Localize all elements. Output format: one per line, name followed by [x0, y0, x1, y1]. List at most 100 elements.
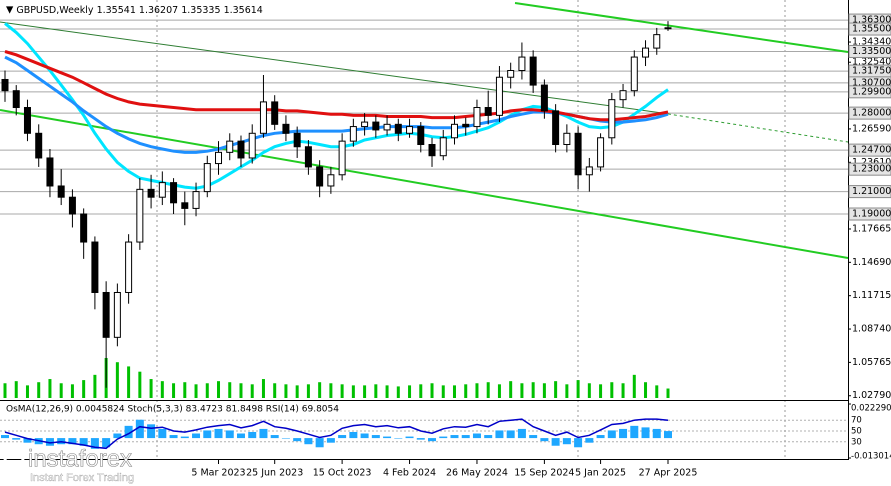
level-label: 1.31750 [852, 66, 891, 77]
y-tick-label: 1.17665 [852, 223, 891, 234]
candle-body [170, 182, 178, 204]
candle-body [12, 90, 20, 109]
osma-bar [472, 433, 481, 439]
osma-bar [574, 438, 583, 448]
level-label: 1.24700 [852, 145, 891, 156]
volume-bar [419, 384, 423, 398]
candle-body [585, 166, 593, 176]
volume-bar [37, 382, 41, 398]
volume-bar [374, 384, 378, 398]
osma-bar [405, 436, 414, 439]
volume-bar [452, 385, 456, 398]
candle-body [473, 107, 481, 128]
volume-bar [329, 383, 333, 398]
volume-bar [205, 383, 209, 398]
osma-bar [562, 438, 571, 445]
level-label: 1.36300 [852, 15, 891, 26]
level-label-box [848, 22, 891, 36]
candle-body [495, 76, 503, 116]
candle-body [102, 291, 110, 338]
candle-body [406, 126, 414, 134]
candle-body [417, 126, 425, 146]
volume-bar [464, 384, 468, 398]
candle-body [147, 188, 155, 198]
candle-body [1, 78, 9, 92]
osma-bar [439, 436, 448, 439]
osma-bar [664, 431, 672, 439]
candle-body [259, 101, 267, 134]
volume-bar [172, 383, 176, 398]
candle-body [507, 70, 515, 78]
logo-mark [3, 450, 25, 472]
osma-bar [383, 436, 392, 439]
osma-bar [304, 438, 313, 445]
x-tick-label: 5 Jan 2025 [575, 468, 626, 479]
osma-bar [450, 435, 459, 439]
osma-bar [1, 435, 9, 439]
candle-body [529, 56, 537, 86]
level-label: 1.30700 [852, 77, 891, 88]
y-tick-label: 1.23610 [852, 157, 891, 168]
volume-bar [59, 383, 63, 398]
osma-bar [484, 435, 493, 439]
osma-bar [315, 438, 324, 448]
candle-body [46, 157, 54, 187]
candle-body [271, 101, 279, 125]
volume-bar [408, 385, 412, 398]
low: 1.35335 [181, 5, 220, 16]
candle-body [563, 132, 571, 146]
candle-body [304, 146, 312, 168]
volume-bar [70, 384, 74, 398]
logo-text: instaforex [28, 445, 132, 472]
volume-bar [48, 379, 52, 398]
candle-body [91, 241, 99, 293]
level-label: 1.21000 [852, 186, 891, 197]
candle-body [35, 132, 43, 159]
volume-bar [385, 385, 389, 398]
candle-body [192, 191, 200, 209]
level-label: 1.35500 [852, 24, 891, 35]
volume-bar [587, 383, 591, 398]
volume-bar [295, 385, 299, 398]
candle-body [540, 84, 548, 112]
candle-body [349, 126, 357, 142]
volume-bar [363, 385, 367, 398]
volume-bar [509, 381, 513, 398]
candle-body [574, 132, 582, 176]
trend-line [0, 21, 663, 114]
osma-bar [394, 438, 403, 439]
candle-body [226, 140, 234, 153]
y-tick-label: 1.08740 [852, 324, 891, 335]
candle-body [23, 107, 31, 134]
osma-bar [551, 438, 560, 446]
candle-body [518, 56, 526, 72]
volume-bar [228, 382, 232, 398]
level-label-box [848, 207, 891, 221]
candle-body [439, 137, 447, 157]
x-tick-label: 15 Sep 2024 [514, 468, 574, 479]
volume-bar [632, 374, 636, 398]
osma-bar [461, 435, 470, 439]
volume-bar [599, 384, 603, 398]
osma-bar [338, 435, 347, 439]
osma-bar [360, 433, 369, 439]
x-tick-label: 5 Mar 2023 [191, 468, 245, 479]
osma-bar [113, 433, 122, 439]
osc-tick-label: -0.013014 [851, 452, 891, 462]
osma-bar [270, 435, 279, 439]
candle-body [630, 56, 638, 92]
osma-bar [203, 430, 212, 439]
volume-bar [666, 388, 670, 398]
osma-bar [147, 424, 156, 439]
volume-bar [115, 362, 119, 398]
osma-bar [180, 436, 189, 439]
osma-bar [281, 438, 290, 439]
volume-bar [531, 382, 535, 398]
osma-bar [506, 430, 515, 439]
high: 1.36207 [139, 5, 178, 16]
osma-bar [45, 438, 54, 446]
volume-bar [318, 382, 322, 398]
level-label: 1.28000 [852, 108, 891, 119]
osma-bar [248, 431, 257, 439]
